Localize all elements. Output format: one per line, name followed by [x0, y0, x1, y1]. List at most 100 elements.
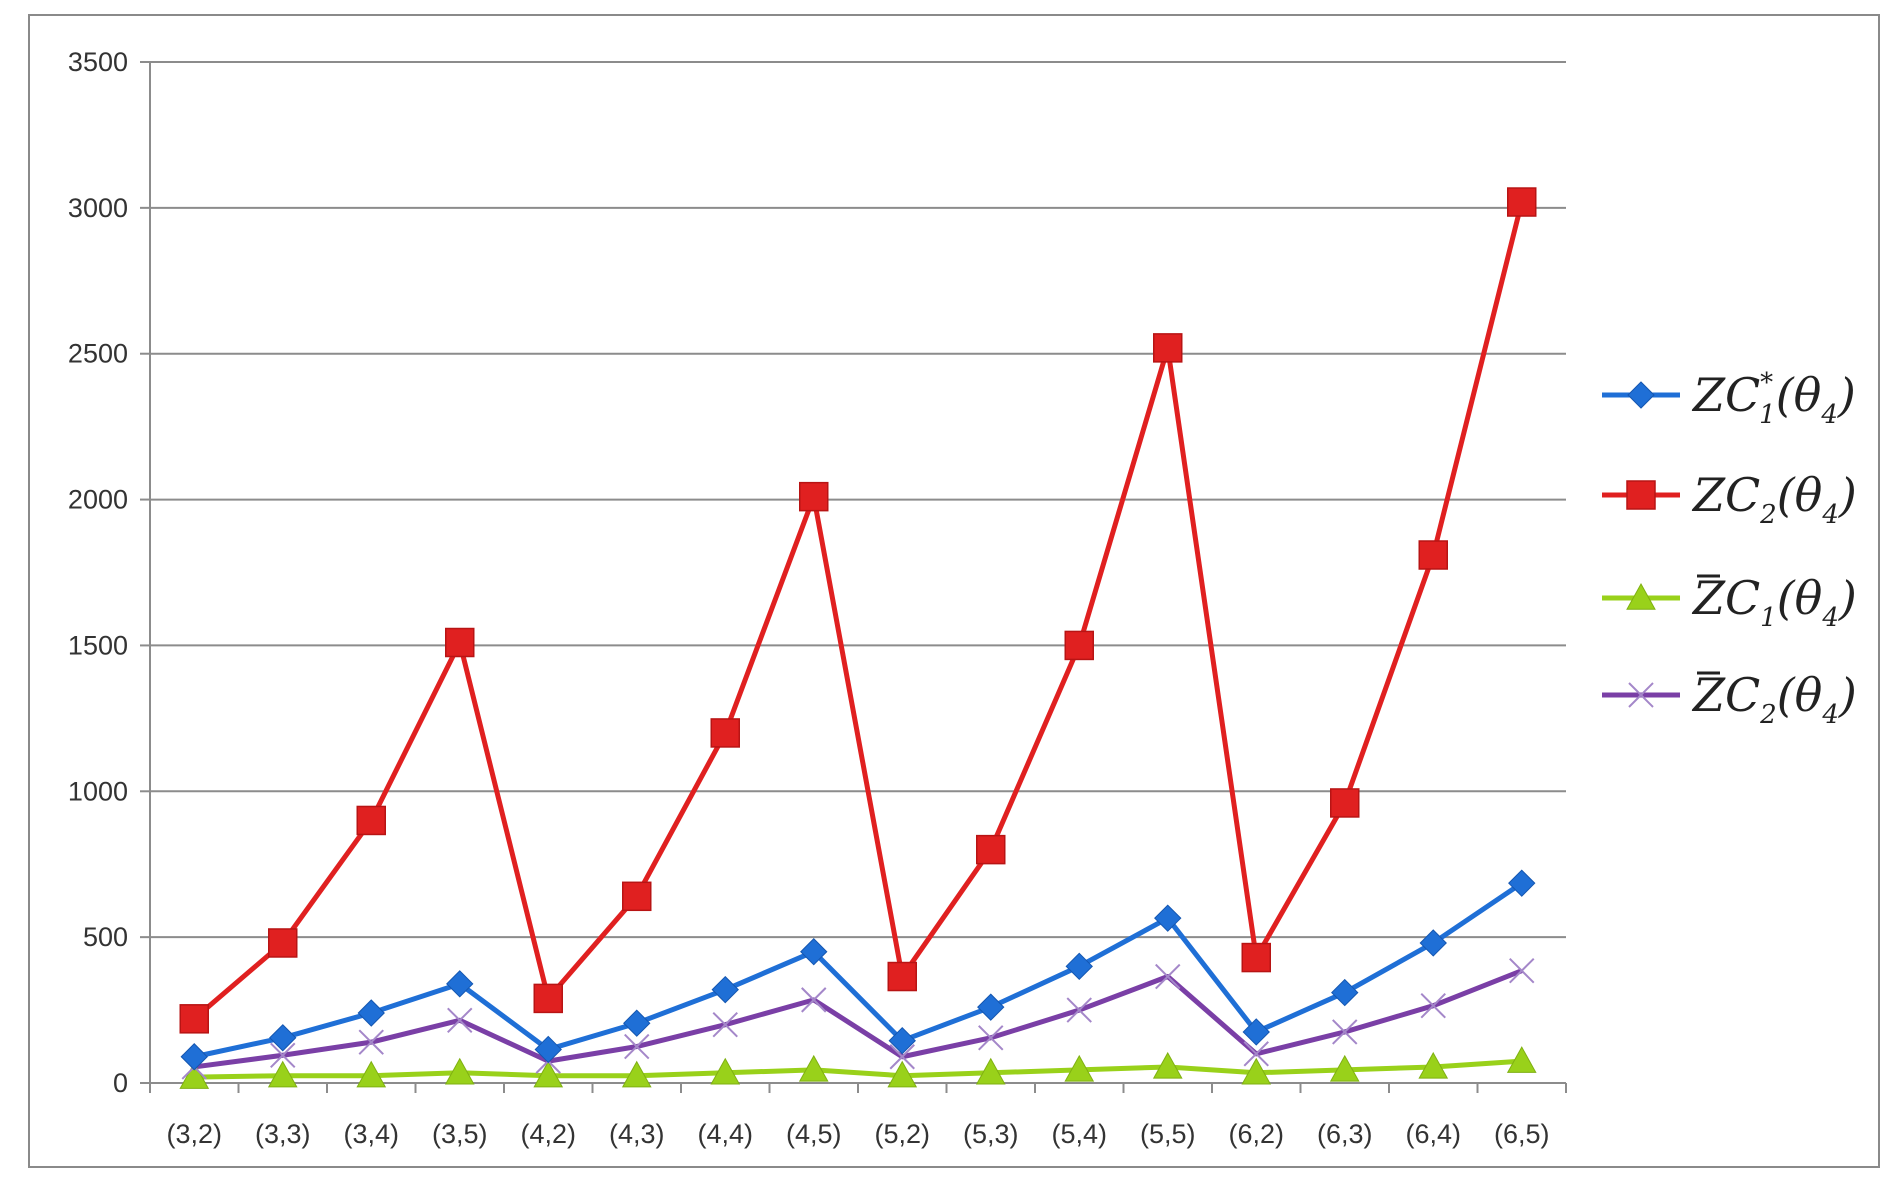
data-point-x-stroke: [1332, 1019, 1358, 1045]
data-point-square: [1330, 788, 1360, 818]
legend-label-sub: 1: [1760, 603, 1777, 633]
legend-label-sub: 2: [1759, 700, 1777, 730]
y-axis-ticks: 0 500 1000 1500 2000 2500 3000 3500: [68, 47, 128, 1098]
data-point-diamond: [1627, 381, 1655, 409]
legend-label-close: ): [1838, 668, 1857, 722]
data-point-diamond: [1419, 929, 1447, 957]
y-tick-label: 3500: [68, 47, 128, 77]
legend-label: ZC2(θ4): [1691, 468, 1857, 530]
x-tick-label: (3,2): [166, 1119, 222, 1149]
data-point-diamond: [977, 993, 1005, 1021]
data-point-x-stroke: [978, 1025, 1004, 1051]
data-point-triangle: [356, 1060, 387, 1088]
data-point-x-stroke: [1155, 963, 1181, 990]
data-point-x-stroke: [624, 1033, 650, 1060]
x-tick-label: (4,4): [697, 1119, 753, 1149]
y-tick-label: 0: [113, 1068, 128, 1098]
y-tick-label: 1000: [68, 776, 128, 806]
legend-label-arg: (θ: [1777, 571, 1823, 625]
data-point-x: [1066, 997, 1092, 1023]
legend-label-sub: 1: [1759, 400, 1776, 430]
data-point-square: [1153, 333, 1183, 363]
data-point-square: [1418, 540, 1448, 570]
data-point-diamond: [1508, 869, 1536, 897]
x-tick-label: (5,5): [1140, 1119, 1196, 1149]
data-point-triangle: [533, 1060, 564, 1088]
series-line: [193, 968, 1523, 1070]
data-point-triangle: [444, 1057, 475, 1085]
data-point-diamond: [357, 999, 385, 1027]
data-point-x: [1155, 963, 1181, 990]
legend-label-sup: *: [1760, 368, 1773, 398]
legend-label: ZC* 1(θ4): [1691, 368, 1856, 430]
y-tick-label: 500: [83, 922, 128, 952]
legend: ZC* 1(θ4)ZC2(θ4)ZC1(θ4)ZC2(θ4): [1602, 368, 1857, 730]
series-line: [192, 201, 1525, 1021]
data-point-triangle: [179, 1062, 210, 1089]
data-point-square: [887, 961, 917, 992]
data-point-x: [889, 1044, 915, 1070]
legend-label-base: ZC: [1691, 468, 1760, 522]
data-point-triangle: [1064, 1054, 1095, 1082]
data-point-triangle: [1626, 582, 1656, 610]
data-point-x: [624, 1033, 650, 1060]
data-point-square: [1507, 187, 1537, 217]
data-point-square: [445, 627, 475, 658]
data-point-x-stroke: [1066, 997, 1092, 1023]
data-point-x-stroke: [270, 1042, 296, 1068]
legend-label-base: ZC: [1691, 571, 1760, 625]
data-point-diamond: [180, 1043, 208, 1071]
data-point-triangle: [798, 1054, 829, 1082]
y-tick-label: 2000: [68, 485, 128, 515]
data-point-x: [1509, 957, 1535, 984]
data-point-x: [358, 1029, 384, 1055]
data-point-triangle: [621, 1060, 652, 1088]
y-tick-label: 1500: [68, 630, 128, 660]
chart-frame: [28, 14, 1880, 1168]
data-point-diamond: [1065, 952, 1093, 981]
legend-item: ZC2(θ4): [1602, 668, 1857, 730]
data-point-square: [1064, 630, 1094, 661]
data-point-diamond: [534, 1035, 562, 1064]
data-point-triangle: [887, 1060, 918, 1088]
x-tick-label: (3,3): [255, 1119, 311, 1149]
data-point-triangle: [710, 1057, 741, 1085]
data-point-diamond: [623, 1009, 651, 1037]
x-tick-label: (6,4): [1405, 1119, 1461, 1149]
series-line: [194, 1058, 1522, 1080]
data-point-square: [976, 834, 1006, 865]
x-tick-label: (6,5): [1494, 1119, 1550, 1149]
data-point-x-stroke: [358, 1029, 384, 1055]
legend-label-argsub: 4: [1820, 400, 1838, 430]
x-axis-ticks: (3,2) (3,3) (3,4) (3,5) (4,2) (4,3) (4,4) (4,5)…: [166, 1119, 1549, 1149]
x-tick-label: (6,3): [1317, 1119, 1373, 1149]
data-point-x: [270, 1042, 296, 1068]
data-point-x: [801, 987, 827, 1013]
data-point-x: [1420, 992, 1446, 1019]
data-point-x: [1243, 1041, 1269, 1067]
data-point-x: [1628, 682, 1654, 708]
data-point-triangle: [1329, 1054, 1360, 1082]
data-point-square: [1241, 942, 1271, 973]
legend-label-base: ZC: [1691, 668, 1760, 722]
data-point-diamond: [888, 1026, 916, 1055]
data-point-triangle: [1506, 1046, 1537, 1073]
data-point-diamond: [1154, 904, 1182, 932]
data-point-x: [712, 1011, 738, 1038]
data-point-x-stroke: [447, 1007, 473, 1033]
x-tick-label: (4,2): [520, 1119, 576, 1149]
legend-item: ZC1(θ4): [1602, 571, 1857, 633]
data-point-x-stroke: [1420, 992, 1446, 1019]
data-point-square: [179, 1004, 209, 1034]
data-point-diamond: [269, 1024, 297, 1052]
data-point-triangle: [975, 1057, 1006, 1085]
x-tick-label: (4,5): [786, 1119, 842, 1149]
data-point-x-stroke: [1243, 1041, 1269, 1067]
data-point-x-stroke: [712, 1011, 738, 1038]
data-point-x-stroke: [1628, 682, 1654, 708]
legend-item: ZC2(θ4): [1602, 468, 1857, 530]
legend-label-close: ): [1838, 571, 1857, 625]
legend-label-argsub: 4: [1821, 500, 1839, 530]
data-point-triangle: [267, 1060, 298, 1088]
legend-label-arg: (θ: [1777, 468, 1823, 522]
